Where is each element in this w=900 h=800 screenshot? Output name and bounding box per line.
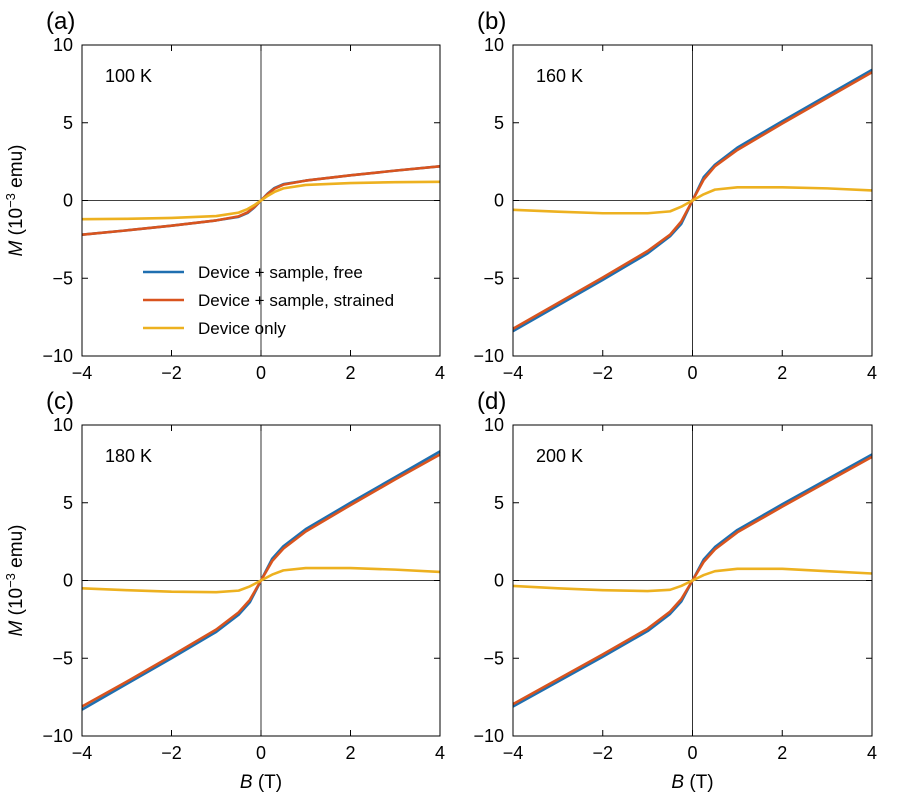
x-tick-label: −4 <box>72 363 93 383</box>
y-tick-label: 10 <box>484 35 504 55</box>
temperature-label: 180 K <box>105 446 152 466</box>
y-tick-label: 5 <box>494 113 504 133</box>
plot-frame <box>81 44 441 357</box>
x-tick-label: 4 <box>435 743 445 763</box>
panel-d: −4 −2 0 2 4 −10 −5 0 5 10(d) 200 K B (T) <box>473 388 877 793</box>
y-tick-label: −5 <box>483 648 504 668</box>
panel-label: (a) <box>46 8 75 35</box>
x-tick-label: −2 <box>592 743 613 763</box>
temperature-label: 100 K <box>105 66 152 86</box>
y-tick-label: 0 <box>494 191 504 211</box>
panel-b: −4 −2 0 2 4 −10 −5 0 5 10(b) 160 K <box>473 8 877 383</box>
legend-label: Device + sample, free <box>198 263 363 282</box>
y-tick-label: 5 <box>63 113 73 133</box>
y-tick-label: 5 <box>494 493 504 513</box>
x-tick-label: 0 <box>256 743 266 763</box>
y-tick-label: 0 <box>63 571 73 591</box>
x-axis-var: B <box>671 772 684 793</box>
x-tick-label: 2 <box>345 743 355 763</box>
x-tick-label: 2 <box>777 363 787 383</box>
x-axis-title: B (T) <box>671 772 713 793</box>
x-tick-label: 0 <box>256 363 266 383</box>
temperature-label: 200 K <box>536 446 583 466</box>
panel-label: (d) <box>477 388 506 415</box>
y-tick-label: 0 <box>494 571 504 591</box>
y-tick-label: −5 <box>483 268 504 288</box>
y-tick-label: 10 <box>53 35 73 55</box>
y-axis-exponent: −3 <box>3 573 18 588</box>
panel-label: (b) <box>477 8 506 35</box>
panel-label: (c) <box>46 388 74 415</box>
series-line-device-only <box>81 566 441 594</box>
x-axis-unit: (T) <box>684 772 714 793</box>
series-line-device-only <box>81 180 441 221</box>
legend-label: Device + sample, strained <box>198 291 394 310</box>
x-tick-label: 2 <box>345 363 355 383</box>
y-tick-label: −10 <box>42 726 73 746</box>
y-axis-unit-post: emu) <box>6 525 27 574</box>
x-tick-label: 0 <box>687 363 697 383</box>
series-line-device-only <box>512 567 873 593</box>
x-tick-label: −4 <box>72 743 93 763</box>
x-tick-label: −4 <box>503 363 524 383</box>
y-tick-label: 10 <box>484 415 504 435</box>
y-tick-label: −10 <box>42 346 73 366</box>
series-line-device-only <box>512 185 873 215</box>
y-tick-label: −10 <box>473 346 504 366</box>
y-tick-label: −10 <box>473 726 504 746</box>
x-tick-label: 4 <box>867 743 877 763</box>
y-tick-label: 5 <box>63 493 73 513</box>
x-tick-label: −4 <box>503 743 524 763</box>
x-axis-unit: (T) <box>253 772 283 793</box>
y-tick-label: −5 <box>52 648 73 668</box>
x-tick-label: 0 <box>687 743 697 763</box>
y-tick-label: 10 <box>53 415 73 435</box>
y-axis-title: M (10−3 emu) <box>3 525 27 637</box>
x-axis-var: B <box>240 772 253 793</box>
panel-c: −4 −2 0 2 4 −10 −5 0 5 10(c) 180 K M (10−3 emu) B (T… <box>3 388 445 793</box>
x-tick-label: −2 <box>592 363 613 383</box>
temperature-label: 160 K <box>536 66 583 86</box>
y-axis-unit-pre: (10 <box>6 588 27 621</box>
x-tick-label: −2 <box>161 363 182 383</box>
y-axis-var: M <box>6 240 27 256</box>
x-tick-label: 4 <box>435 363 445 383</box>
y-tick-label: 0 <box>63 191 73 211</box>
y-axis-unit-pre: (10 <box>6 208 27 241</box>
y-axis-exponent: −3 <box>3 193 18 208</box>
y-tick-label: −5 <box>52 268 73 288</box>
y-axis-unit-post: emu) <box>6 145 27 194</box>
x-tick-label: 4 <box>867 363 877 383</box>
y-axis-title: M (10−3 emu) <box>3 145 27 257</box>
plot-frame <box>512 424 873 737</box>
legend-label: Device only <box>198 319 286 338</box>
plot-frame <box>512 44 873 357</box>
panel-a: −4 −2 0 2 4 −10 −5 0 5 10(a) 100 K M (10−3 emu) Devi… <box>3 8 445 383</box>
legend: Device + sample, free Device + sample, st… <box>143 263 394 338</box>
x-axis-title: B (T) <box>240 772 282 793</box>
plot-frame <box>81 424 441 737</box>
x-tick-label: 2 <box>777 743 787 763</box>
x-tick-label: −2 <box>161 743 182 763</box>
y-axis-var: M <box>6 620 27 636</box>
